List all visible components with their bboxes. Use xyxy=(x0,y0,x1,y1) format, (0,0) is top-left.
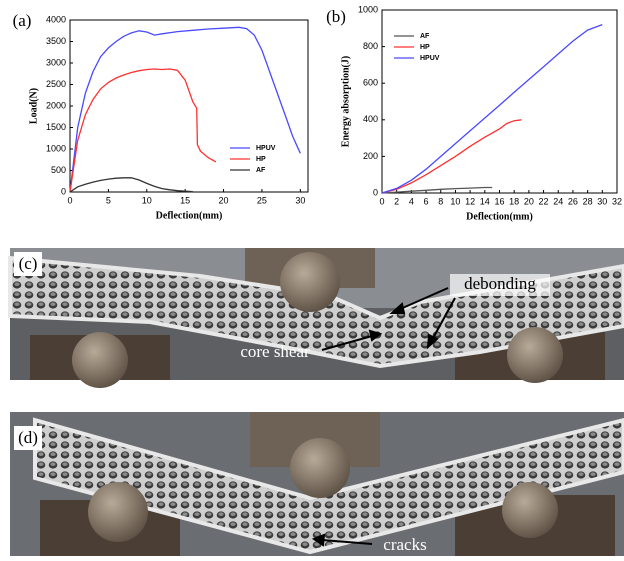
y-tick-label: 0 xyxy=(373,187,378,197)
panel-label: (a) xyxy=(13,11,32,30)
arrows xyxy=(321,287,456,351)
legend-label: HP xyxy=(256,156,266,163)
x-tick-label: 28 xyxy=(583,196,593,206)
panel-label: (d) xyxy=(18,428,38,447)
photo-c: (c) debonding core shear xyxy=(8,248,624,388)
x-axis-label: Deflection(mm) xyxy=(466,211,533,222)
series-line xyxy=(381,119,522,194)
series-line xyxy=(69,177,193,193)
series-line xyxy=(69,68,217,193)
x-tick-label: 5 xyxy=(106,195,111,205)
y-tick-label: 1500 xyxy=(46,122,66,132)
roller xyxy=(507,327,563,383)
x-tick-label: 10 xyxy=(450,196,460,206)
roller xyxy=(88,482,148,542)
y-tick-label: 600 xyxy=(363,78,378,88)
annotation: core shear xyxy=(240,342,310,361)
y-tick-label: 2000 xyxy=(46,100,66,110)
annotation: debonding xyxy=(464,274,536,293)
roller xyxy=(280,252,340,312)
label-box xyxy=(14,426,42,450)
y-tick-label: 2500 xyxy=(46,79,66,89)
y-tick-label: 400 xyxy=(363,114,378,124)
legend-label: HPUV xyxy=(256,145,276,152)
x-tick-label: 18 xyxy=(509,196,519,206)
y-tick-label: 3000 xyxy=(46,57,66,67)
x-tick-label: 0 xyxy=(379,196,384,206)
x-tick-label: 6 xyxy=(424,196,429,206)
photo-d: (d) cracks xyxy=(10,412,624,556)
y-tick-label: 3500 xyxy=(46,36,66,46)
legend-label: HPUV xyxy=(420,55,440,62)
x-tick-label: 30 xyxy=(597,196,607,206)
x-tick-label: 25 xyxy=(257,195,267,205)
sandwich-beam xyxy=(33,417,624,555)
y-tick-label: 200 xyxy=(363,151,378,161)
y-tick-label: 0 xyxy=(61,186,66,196)
label-box xyxy=(450,274,550,296)
y-tick-label: 4000 xyxy=(46,14,66,24)
plot-frame xyxy=(69,19,309,193)
annotation: cracks xyxy=(383,535,426,554)
x-tick-label: 0 xyxy=(67,195,72,205)
x-tick-label: 22 xyxy=(539,196,549,206)
y-tick-label: 800 xyxy=(363,41,378,51)
panel-label: (c) xyxy=(19,254,38,273)
panel-label: (b) xyxy=(326,7,346,26)
x-tick-label: 20 xyxy=(219,195,229,205)
legend-label: AF xyxy=(256,167,266,174)
x-tick-label: 20 xyxy=(524,196,534,206)
plot-frame xyxy=(381,9,618,194)
arrows xyxy=(311,533,373,547)
legend-label: AF xyxy=(420,33,430,40)
x-tick-label: 26 xyxy=(568,196,578,206)
y-tick-label: 1000 xyxy=(46,143,66,153)
x-tick-label: 8 xyxy=(438,196,443,206)
y-axis-label: Energy absorption(J) xyxy=(340,56,351,147)
x-tick-label: 30 xyxy=(295,195,305,205)
x-tick-label: 4 xyxy=(409,196,414,206)
legend-label: HP xyxy=(420,44,430,51)
roller xyxy=(72,332,128,388)
x-tick-label: 15 xyxy=(180,195,190,205)
x-tick-label: 12 xyxy=(465,196,475,206)
series-line xyxy=(381,186,493,194)
x-tick-label: 24 xyxy=(553,196,563,206)
x-tick-label: 10 xyxy=(142,195,152,205)
x-axis-label: Deflection(mm) xyxy=(156,210,223,221)
y-axis-label: Load(N) xyxy=(28,88,39,124)
roller xyxy=(290,438,350,498)
x-tick-label: 16 xyxy=(494,196,504,206)
x-tick-label: 2 xyxy=(394,196,399,206)
label-box xyxy=(14,252,42,276)
x-tick-label: 32 xyxy=(612,196,622,206)
roller xyxy=(502,482,558,538)
y-tick-label: 1000 xyxy=(358,4,378,14)
series-line xyxy=(381,23,603,194)
y-tick-label: 500 xyxy=(51,165,66,175)
x-tick-label: 14 xyxy=(480,196,490,206)
series-line xyxy=(69,26,301,193)
